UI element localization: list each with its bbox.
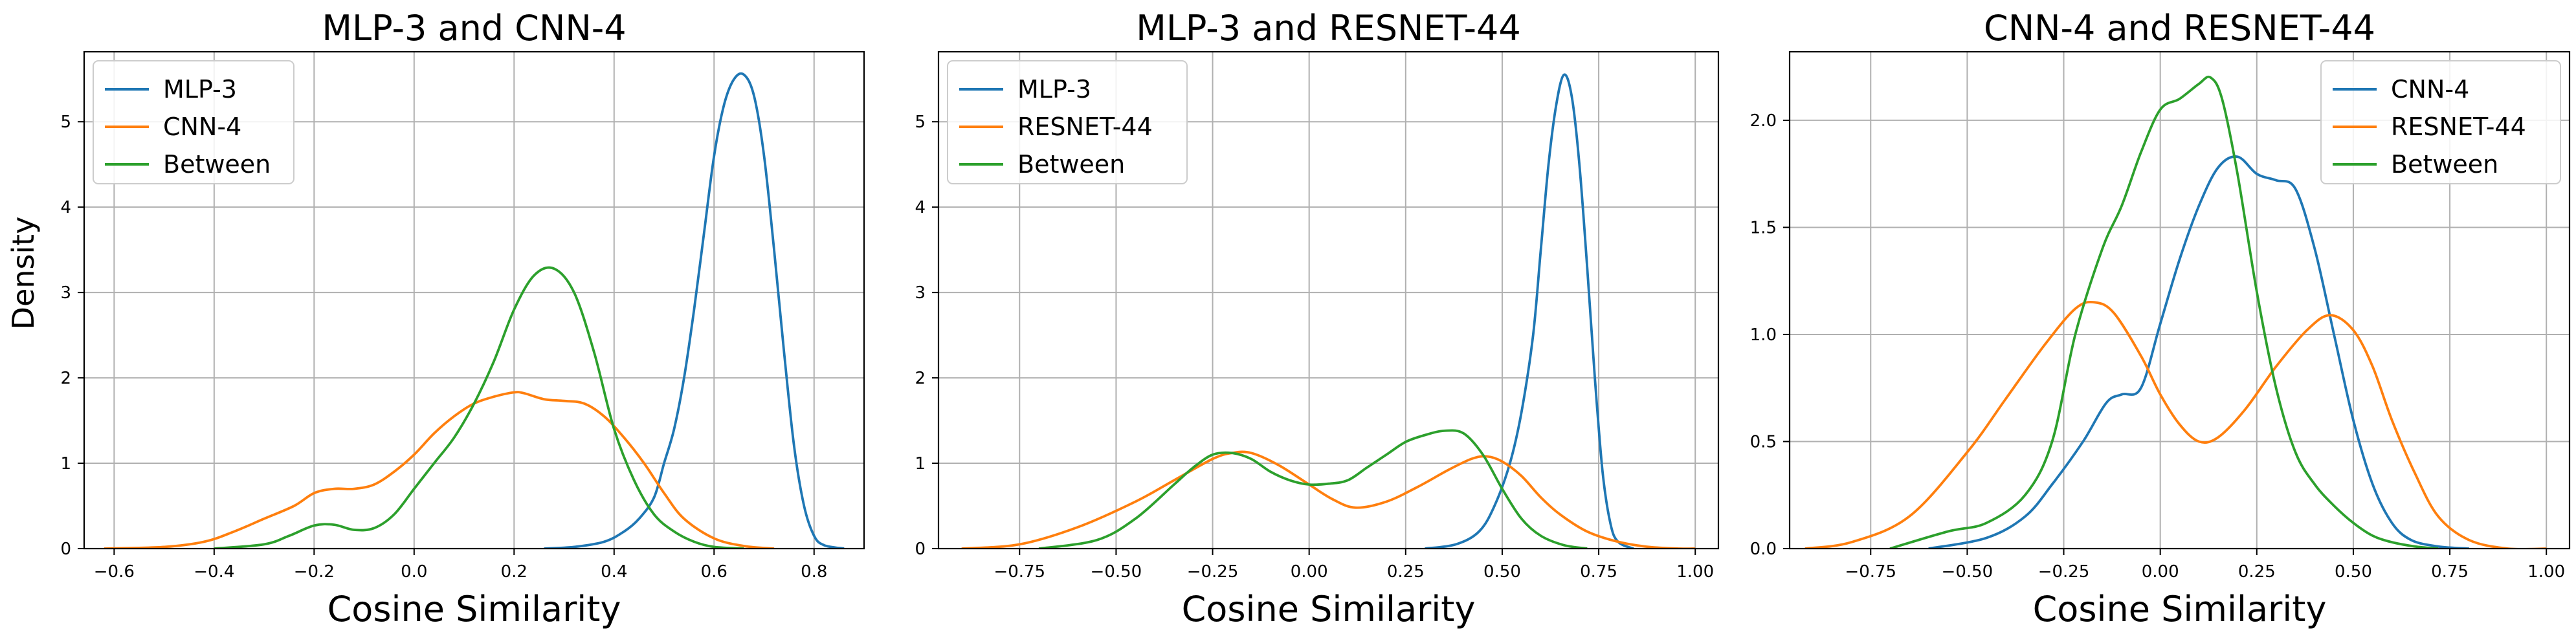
y-tick-label: 3 bbox=[915, 283, 926, 303]
x-tick-label: 0.50 bbox=[2335, 562, 2372, 582]
x-tick-label: 0.50 bbox=[1483, 562, 1521, 582]
x-tick-label: 0.4 bbox=[601, 562, 627, 582]
legend-box bbox=[93, 60, 294, 184]
legend: MLP-3 CNN-4 Between bbox=[93, 60, 294, 184]
y-tick-label: 0.5 bbox=[1750, 432, 1777, 452]
x-tick-label: 0.8 bbox=[801, 562, 827, 582]
x-tick-label: 0.0 bbox=[401, 562, 427, 582]
legend-box bbox=[2320, 60, 2561, 184]
y-tick-label: 0 bbox=[60, 540, 71, 559]
x-tick-label: 0.75 bbox=[1580, 562, 1617, 582]
x-tick-label: −0.6 bbox=[94, 562, 135, 582]
y-tick-label: 3 bbox=[60, 283, 71, 303]
x-tick-label: −0.25 bbox=[1187, 562, 1239, 582]
legend-label: CNN-4 bbox=[2391, 75, 2469, 104]
x-tick-label: 1.00 bbox=[2527, 562, 2565, 582]
x-tick-label: 0.00 bbox=[1291, 562, 1328, 582]
x-tick-label: 0.00 bbox=[2142, 562, 2179, 582]
legend: MLP-3 RESNET-44 Between bbox=[947, 60, 1188, 184]
legend-label: Between bbox=[1017, 150, 1125, 179]
legend-label: RESNET-44 bbox=[2391, 113, 2526, 141]
y-tick-label: 2 bbox=[60, 369, 71, 388]
legend-box bbox=[947, 60, 1188, 184]
y-tick-label: 5 bbox=[915, 113, 926, 132]
chart-title: CNN-4 and RESNET-44 bbox=[1984, 8, 2375, 49]
x-tick-label: −0.50 bbox=[1942, 562, 1993, 582]
x-axis-label: Cosine Similarity bbox=[328, 589, 621, 629]
chart-panels: −0.6 −0.4 −0.2 0.0 0.2 0.4 0.6 0.8 0 1 2 3 4 5 MLP-3 a… bbox=[60, 8, 2571, 629]
y-tick-label: 1.5 bbox=[1750, 218, 1777, 237]
y-tick-label: 0.0 bbox=[1750, 540, 1777, 559]
y-tick-label: 1 bbox=[915, 454, 926, 474]
series-line-between bbox=[1889, 75, 2439, 549]
plot-frame bbox=[83, 50, 865, 550]
plot-frame bbox=[1788, 50, 2571, 550]
series-group bbox=[104, 72, 845, 549]
series-group bbox=[1804, 75, 2547, 549]
series-line-resnet-44 bbox=[961, 450, 1696, 549]
x-tick-label: −0.75 bbox=[994, 562, 1045, 582]
legend-label: Between bbox=[2391, 150, 2498, 179]
x-axis-label: Cosine Similarity bbox=[2033, 589, 2327, 629]
x-axis-label: Cosine Similarity bbox=[1182, 589, 1476, 629]
plot-frame bbox=[937, 50, 1720, 550]
x-tick-label: 0.6 bbox=[701, 562, 727, 582]
x-tick-label: −0.75 bbox=[1845, 562, 1896, 582]
legend-label: MLP-3 bbox=[163, 75, 237, 104]
series-line-cnn-4 bbox=[1928, 155, 2470, 549]
legend-label: MLP-3 bbox=[1017, 75, 1091, 104]
legend: CNN-4 RESNET-44 Between bbox=[2320, 60, 2561, 184]
x-tick-label: −0.25 bbox=[2038, 562, 2090, 582]
series-line-resnet-44 bbox=[1804, 300, 2547, 549]
series-group bbox=[961, 73, 1696, 549]
chart-panel-1: −0.6 −0.4 −0.2 0.0 0.2 0.4 0.6 0.8 0 1 2 3 4 5 MLP-3 a… bbox=[60, 8, 865, 629]
legend-label: RESNET-44 bbox=[1017, 113, 1153, 141]
y-tick-label: 5 bbox=[60, 113, 71, 132]
x-tick-label: 0.25 bbox=[1387, 562, 1425, 582]
series-line-mlp-3 bbox=[1425, 73, 1634, 549]
chart-title: MLP-3 and CNN-4 bbox=[322, 8, 626, 49]
x-tick-label: −0.50 bbox=[1091, 562, 1142, 582]
figure-ylabel: Density bbox=[6, 217, 41, 330]
y-tick-label: 1 bbox=[60, 454, 71, 474]
series-line-mlp-3 bbox=[544, 72, 845, 549]
y-tick-label: 2.0 bbox=[1750, 111, 1777, 131]
y-tick-label: 4 bbox=[915, 198, 926, 217]
y-tick-label: 2 bbox=[915, 369, 926, 388]
chart-title: MLP-3 and RESNET-44 bbox=[1136, 8, 1520, 49]
x-tick-label: 1.00 bbox=[1676, 562, 1714, 582]
y-tick-label: 0 bbox=[915, 540, 926, 559]
y-tick-label: 4 bbox=[60, 198, 71, 217]
y-tick-label: 1.0 bbox=[1750, 325, 1777, 345]
series-line-between bbox=[1038, 429, 1588, 549]
x-tick-label: 0.25 bbox=[2238, 562, 2276, 582]
chart-panel-3: −0.75 −0.50 −0.25 0.00 0.25 0.50 0.75 1.00 0.0 0.… bbox=[1750, 8, 2571, 629]
x-tick-label: 0.2 bbox=[501, 562, 527, 582]
legend-label: Between bbox=[163, 150, 271, 179]
legend-label: CNN-4 bbox=[163, 113, 241, 141]
x-tick-label: 0.75 bbox=[2431, 562, 2469, 582]
series-line-cnn-4 bbox=[104, 391, 775, 549]
series-line-between bbox=[214, 266, 744, 549]
x-tick-label: −0.2 bbox=[294, 562, 335, 582]
chart-panel-2: −0.75 −0.50 −0.25 0.00 0.25 0.50 0.75 1.00 0 1 2 3 4… bbox=[915, 8, 1720, 629]
x-tick-label: −0.4 bbox=[194, 562, 234, 582]
